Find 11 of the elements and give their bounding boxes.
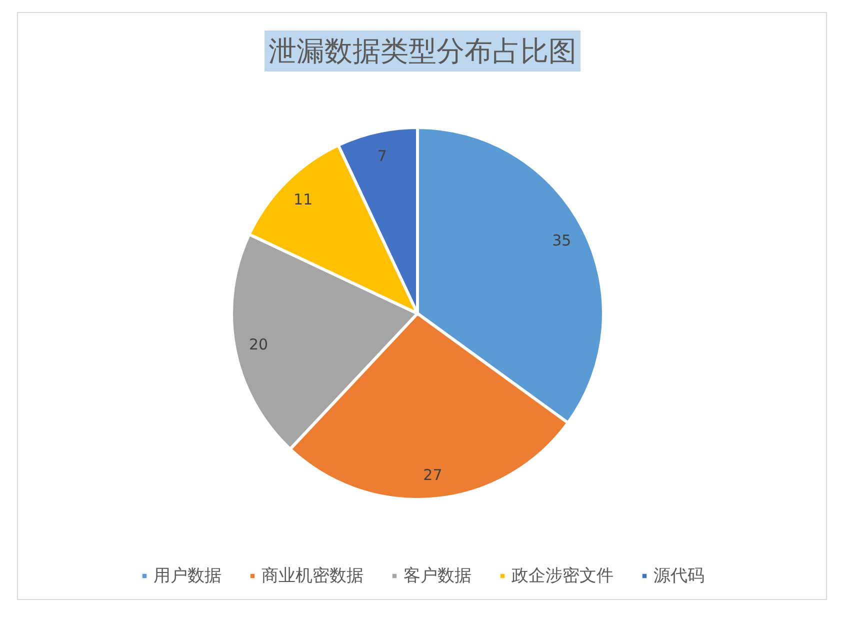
data-label: 20 — [249, 335, 268, 354]
data-label: 27 — [423, 466, 442, 484]
legend-label: 源代码 — [654, 565, 704, 587]
legend-label: 政企涉密文件 — [512, 565, 614, 587]
legend-label: 客户数据 — [404, 565, 472, 587]
legend-label: 用户数据 — [154, 565, 222, 587]
chart-title: 泄漏数据类型分布占比图 — [268, 34, 576, 68]
data-label: 11 — [294, 190, 313, 209]
data-label: 7 — [377, 147, 387, 166]
data-label: 35 — [552, 232, 572, 250]
legend-label: 商业机密数据 — [262, 565, 364, 587]
